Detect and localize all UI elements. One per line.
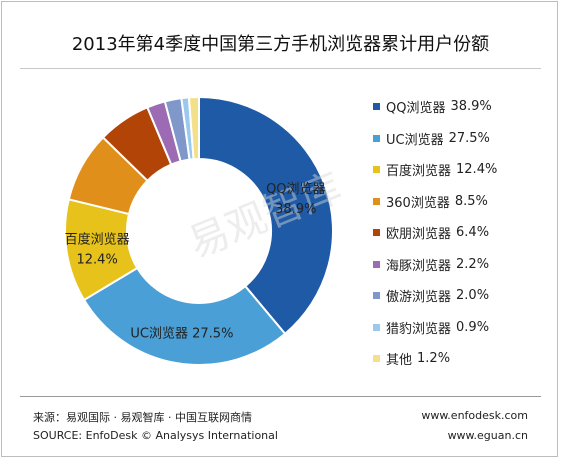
legend-value: 6.4% [456,225,490,241]
legend-label: 360浏览器 [386,195,450,211]
legend-label: 猎豹浏览器 [386,321,452,337]
slice-labels: QQ浏览器 38.9% UC浏览器 27.5% 百度浏览器 12.4% [65,181,326,342]
source-english: SOURCE: EnfoDesk © Analysys Internationa… [33,429,278,442]
slice-9 [187,95,200,161]
legend-swatch [373,355,380,363]
legend-item-4: 360浏览器 8.5% [373,186,553,218]
legend: QQ浏览器 38.9% UC浏览器 27.5% 百度浏览器 12.4% 360浏览器 8.5%… [373,91,553,375]
legend-swatch [373,103,380,111]
legend-value: 8.5% [454,193,488,209]
title-divider [20,68,541,69]
legend-value: 1.2% [417,351,451,367]
legend-item-9: 其他 1.2% [373,343,553,375]
legend-swatch [373,197,380,205]
url-eguan: www.eguan.cn [447,429,528,442]
legend-value: 0.9% [456,319,490,335]
legend-swatch [373,323,380,331]
slice-label-2: UC浏览器 27.5% [130,326,233,342]
legend-swatch [373,292,380,300]
slice-label-name-1: QQ浏览器 [266,181,325,197]
legend-item-8: 猎豹浏览器 0.9% [373,312,553,344]
legend-item-1: QQ浏览器 38.9% [373,91,553,123]
legend-item-2: UC浏览器 27.5% [373,123,553,155]
source-chinese: 来源：易观国际 · 易观智库 · 中国互联网商情 [33,411,252,424]
slice-label-name-3: 百度浏览器 [65,231,130,247]
legend-swatch [373,134,380,142]
legend-item-3: 百度浏览器 12.4% [373,154,553,186]
legend-item-5: 欧朋浏览器 6.4% [373,217,553,249]
legend-swatch [373,229,380,237]
legend-label: 海豚浏览器 [386,258,452,274]
donut-slices [64,95,334,366]
legend-label: 其他 [386,353,413,369]
slice-label-value-1: 38.9% [275,202,316,217]
chart-title: 2013年第4季度中国第三方手机浏览器累计用户份额 [71,34,490,55]
legend-label: UC浏览器 [386,132,444,148]
legend-value: 2.2% [456,256,490,272]
legend-label: QQ浏览器 [386,101,446,117]
legend-item-7: 傲游浏览器 2.0% [373,280,553,312]
legend-label: 傲游浏览器 [386,290,452,306]
legend-swatch [373,260,380,268]
legend-swatch [373,166,380,174]
legend-value: 27.5% [448,130,490,146]
legend-value: 38.9% [450,99,492,115]
slice-1 [198,95,334,336]
legend-label: 欧朋浏览器 [386,227,452,243]
legend-label: 百度浏览器 [386,164,452,180]
url-enfodesk: www.enfodesk.com [421,409,528,422]
legend-value: 2.0% [456,288,490,304]
slice-2 [82,266,287,366]
footer-divider [20,396,541,397]
legend-item-6: 海豚浏览器 2.2% [373,249,553,281]
slice-label-value-3: 12.4% [77,252,118,267]
legend-value: 12.4% [456,162,498,178]
